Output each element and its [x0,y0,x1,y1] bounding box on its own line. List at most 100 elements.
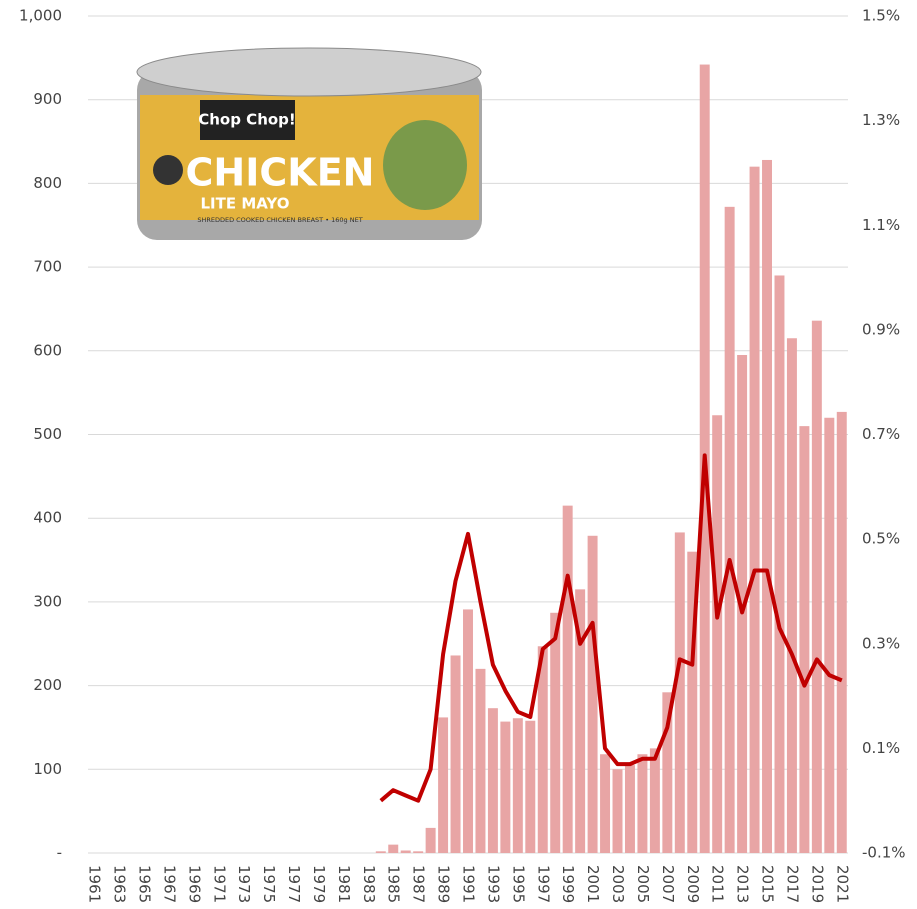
bar [575,589,586,853]
logo-box [200,100,295,140]
x-tick-label: 2021 [833,865,851,903]
y2-tick-label: 0.5% [862,530,900,548]
bar [712,415,723,853]
y-tick-label: 400 [33,509,62,527]
sandwich [383,120,467,210]
bar [425,827,436,853]
bar [587,535,598,853]
bar [500,721,511,853]
x-tick-label: 2017 [783,865,801,903]
y-tick-label: 200 [33,676,62,694]
bar [525,720,536,853]
x-tick-label: 1989 [435,865,453,903]
product-desc: SHREDDED COOKED CHICKEN BREAST • 160g NE… [197,216,362,224]
x-tick-label: 2007 [659,865,677,903]
x-tick-label: 1987 [410,865,428,903]
product-image: Chop Chop! CHICKEN LITE MAYO SHREDDED CO… [136,47,482,240]
y2-tick-label: 0.1% [862,739,900,757]
bar [649,748,660,853]
y2-tick-label: 0.7% [862,425,900,443]
x-tick-label: 1981 [335,865,353,903]
y-tick-label: 900 [33,90,62,108]
x-tick-label: 1965 [136,865,154,903]
x-tick-label: 1983 [360,865,378,903]
y-tick-label: 800 [33,174,62,192]
x-tick-label: 1997 [534,865,552,903]
lines [379,453,843,803]
bar [811,320,822,854]
bar [537,646,548,853]
bar [475,668,486,853]
bar [724,206,735,853]
can-lid [136,47,482,97]
line [379,453,843,803]
x-tick-label: 2013 [734,865,752,903]
bar [438,717,449,853]
labels: - 100 200 300 400 500 600 700 800 900 1,000 -0.1% 0.… [19,7,905,904]
bar [375,851,386,853]
x-tick-label: 1973 [235,865,253,903]
bar [463,609,473,853]
x-tick-label: 1979 [310,865,328,903]
rating-badge [153,155,183,185]
x-tick-label: 1971 [210,865,228,903]
y2-tick-label: 1.3% [862,111,900,129]
bar [637,754,648,853]
x-tick-label: 2019 [808,865,826,903]
bar [824,417,835,853]
product-variant: LITE MAYO [200,195,289,213]
x-tick-label: 1961 [86,865,104,903]
y-tick-label: 300 [33,592,62,610]
y2-tick-label: 1.5% [862,7,900,25]
logo-text: Chop Chop! [198,111,296,129]
x-tick-label: 2005 [634,865,652,903]
y2-tick-label: 0.3% [862,634,900,652]
bar [388,844,399,853]
bar [600,754,611,853]
bar [786,338,797,853]
product-name: CHICKEN [186,151,375,195]
x-tick-label: 2015 [759,865,777,903]
y-tick-label: 1,000 [19,7,62,25]
bar [749,166,760,853]
x-tick-label: 2003 [609,865,627,903]
y2-tick-label: 1.1% [862,216,900,234]
x-tick-label: 2011 [709,865,727,903]
y2-tick-label: -0.1% [862,844,906,862]
bar [836,411,847,853]
bar [450,655,461,853]
bar [512,718,523,853]
bar [550,612,561,853]
bar [674,532,685,853]
x-tick-label: 2001 [584,865,602,903]
bar [799,426,810,853]
bar [762,159,772,854]
y-tick-label: 600 [33,341,62,359]
y-tick-label: - [57,844,62,862]
y-tick-label: 500 [33,425,62,443]
bar [774,275,785,854]
x-tick-label: 1993 [484,865,502,903]
bar [487,708,498,853]
x-tick-label: 2009 [684,865,702,903]
bar [662,692,673,853]
x-tick-label: 1967 [160,865,178,903]
bars [375,64,847,854]
x-tick-label: 1969 [185,865,203,903]
bar [413,851,424,853]
bar [562,505,573,853]
x-tick-label: 1991 [460,865,478,903]
y-tick-label: 700 [33,258,62,276]
x-tick-label: 1975 [260,865,278,903]
x-tick-label: 1977 [285,865,303,903]
x-tick-label: 1999 [559,865,577,903]
bar [624,765,635,853]
x-tick-label: 1995 [509,865,527,903]
bar [687,551,698,853]
bar [612,769,623,853]
bar [400,850,411,853]
x-tick-label: 1963 [111,865,129,903]
y-tick-label: 100 [33,760,62,778]
